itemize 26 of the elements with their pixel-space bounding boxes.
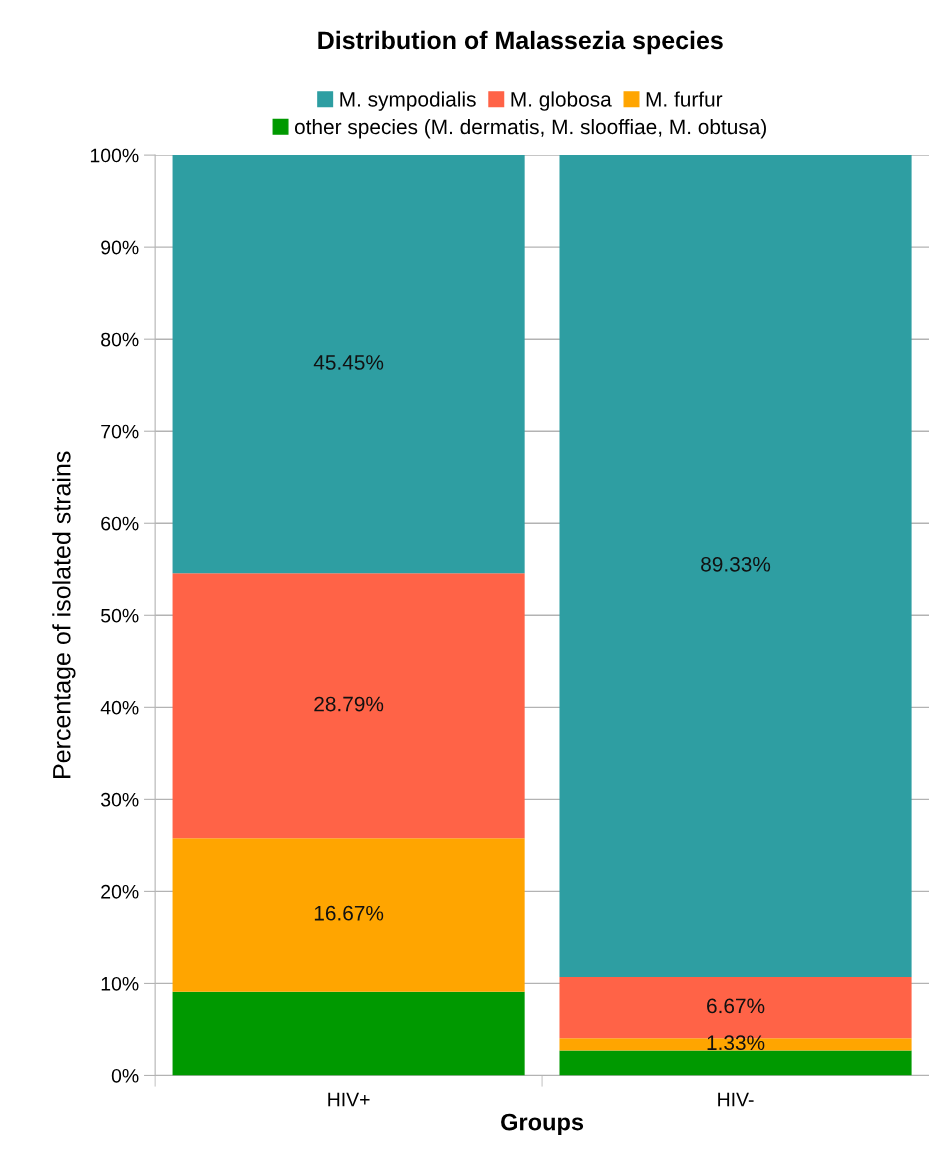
y-tick-label: 80% bbox=[101, 332, 139, 347]
data-label: 45.45% bbox=[313, 355, 384, 370]
y-tick-label: 60% bbox=[101, 516, 139, 531]
y-axis-title: Percentage of isolated strains bbox=[52, 451, 76, 778]
legend-label: M. sympodialis bbox=[340, 91, 476, 111]
data-label: 1.33% bbox=[707, 1035, 765, 1051]
x-axis-title: Groups bbox=[501, 1113, 584, 1136]
legend-label: other species (M. dermatis, M. slooffiae, M. obtusa) bbox=[294, 118, 766, 139]
data-label: 6.67% bbox=[707, 998, 765, 1014]
y-tick-label: 20% bbox=[101, 884, 139, 899]
x-tick-label: HIV+ bbox=[328, 1092, 370, 1107]
x-tick-label: HIV- bbox=[718, 1092, 754, 1107]
y-tick-label: 100% bbox=[90, 148, 139, 163]
y-tick-label: 30% bbox=[101, 792, 139, 807]
legend-label: M. furfur bbox=[646, 91, 723, 107]
data-label: 16.67% bbox=[314, 905, 384, 921]
y-tick-label: 90% bbox=[101, 240, 139, 255]
y-tick-label: 70% bbox=[101, 424, 139, 439]
data-label: 28.79% bbox=[314, 696, 384, 712]
y-tick-label: 40% bbox=[100, 700, 139, 715]
chart-title: Distribution of Malassezia species bbox=[318, 30, 723, 55]
y-tick-label: 50% bbox=[101, 608, 139, 623]
y-tick-label: 0% bbox=[111, 1068, 139, 1083]
y-tick-label: 10% bbox=[101, 976, 139, 991]
data-label: 89.33% bbox=[701, 556, 771, 572]
legend-label: M. globosa bbox=[511, 91, 612, 111]
